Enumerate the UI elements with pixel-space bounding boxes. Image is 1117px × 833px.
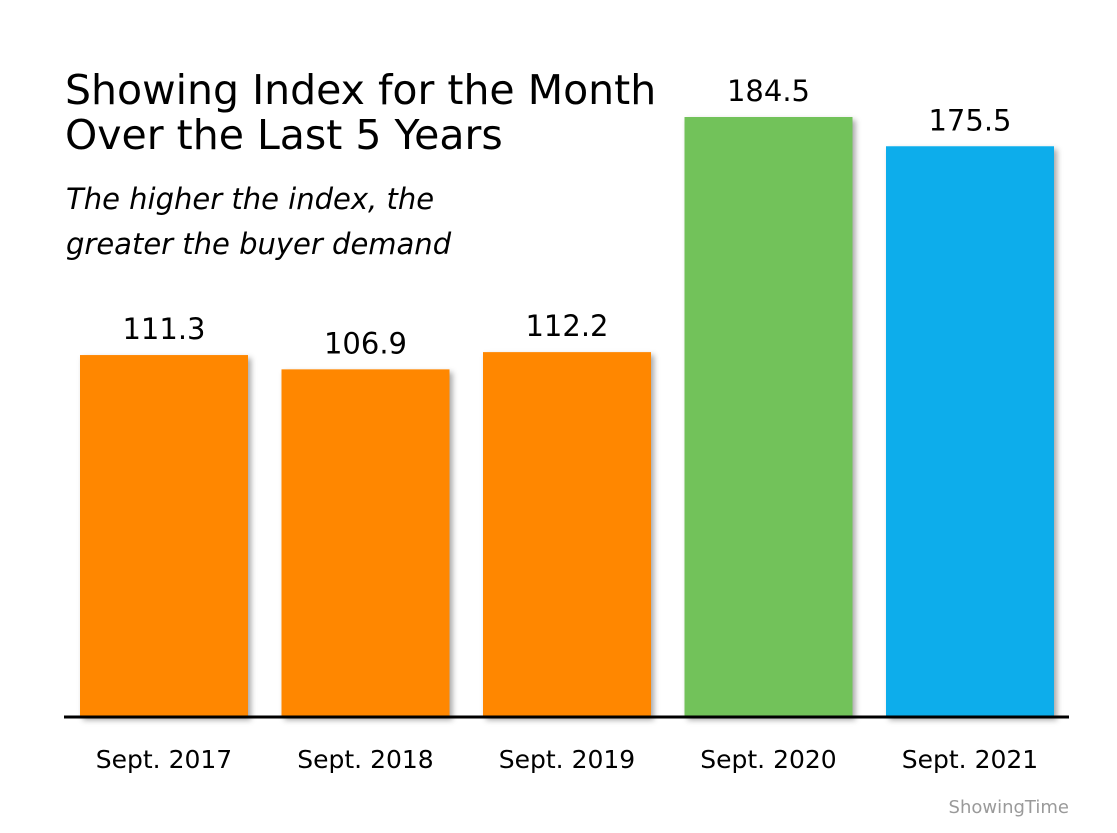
- value-labels-group: 111.3 106.9 112.2 184.5 175.5: [122, 74, 1011, 360]
- bar-sept-2020: [684, 117, 853, 717]
- chart-subtitle-line-1: The higher the index, the: [66, 182, 434, 216]
- bars-group: [80, 117, 1054, 717]
- x-tick-label: Sept. 2019: [499, 745, 635, 774]
- value-label: 111.3: [122, 312, 205, 346]
- bar-sept-2018: [281, 369, 450, 717]
- x-tick-label: Sept. 2020: [700, 745, 836, 774]
- value-label: 184.5: [727, 74, 810, 108]
- source-label: ShowingTime: [949, 797, 1069, 818]
- bar-sept-2021: [886, 146, 1054, 717]
- value-label: 112.2: [525, 309, 608, 343]
- x-tick-label: Sept. 2018: [297, 745, 433, 774]
- x-tick-label: Sept. 2021: [902, 745, 1038, 774]
- value-label: 175.5: [928, 103, 1011, 137]
- chart-title-line-1: Showing Index for the Month: [65, 66, 656, 114]
- x-tick-label: Sept. 2017: [96, 745, 232, 774]
- chart-title-line-2: Over the Last 5 Years: [65, 111, 503, 159]
- bar-sept-2019: [483, 352, 651, 717]
- x-tick-labels-group: Sept. 2017 Sept. 2018 Sept. 2019 Sept. 2020…: [96, 745, 1038, 774]
- chart-subtitle-line-2: greater the buyer demand: [66, 227, 452, 261]
- bar-sept-2017: [80, 355, 248, 717]
- value-label: 106.9: [324, 326, 407, 360]
